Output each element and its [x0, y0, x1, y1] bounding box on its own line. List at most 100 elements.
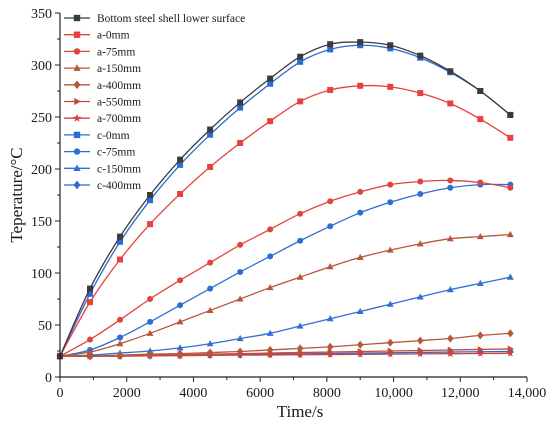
series-a-0mm-point: [267, 118, 274, 125]
series-a-400mm-point: [296, 344, 304, 353]
series-a-75mm-point: [507, 184, 514, 191]
series-a-0mm-point: [207, 163, 214, 170]
series-bottom-steel-shell-lower-surface-point: [87, 285, 94, 292]
series-bottom-steel-shell-lower-surface-point: [297, 53, 304, 60]
series-a-75mm-point: [207, 259, 214, 266]
series-a-0mm-point: [237, 140, 244, 146]
series-a-700mm-point: [446, 349, 455, 357]
legend-marker: [73, 48, 81, 55]
x-tick-label: 12,000: [441, 386, 480, 401]
x-tick-label: 4000: [179, 386, 207, 401]
legend-label: a-550mm: [97, 97, 141, 109]
series-bottom-steel-shell-lower-surface-point: [237, 99, 244, 106]
series-a-0mm-line: [59, 84, 511, 357]
series-a-400mm-line: [59, 332, 511, 357]
series-a-700mm-point: [326, 350, 335, 358]
x-tick-label: 8000: [313, 386, 341, 401]
legend-entry: c-400mm: [64, 180, 141, 192]
y-tick-label: 150: [31, 215, 52, 230]
series-a-150mm-point: [176, 318, 184, 325]
legend-entry: a-400mm: [64, 80, 141, 92]
legend-marker: [74, 97, 81, 106]
series-a-400mm-point: [507, 329, 514, 338]
legend-entry: Bottom steel shell lower surface: [64, 13, 245, 25]
legend-label: c-400mm: [97, 180, 141, 192]
series-c-0mm-point: [237, 104, 244, 111]
series-a-400mm-point: [206, 348, 214, 357]
series-a-75mm-point: [237, 241, 244, 248]
series-a-150mm-point: [446, 235, 454, 242]
legend-entry: a-550mm: [64, 97, 141, 109]
series-a-0mm-point: [87, 299, 94, 306]
series-c-150mm-line: [59, 276, 511, 357]
series-c-75mm-point: [177, 302, 184, 309]
series-a-150mm-point: [206, 306, 214, 313]
series-a-0mm-point: [357, 82, 364, 89]
series-a-0mm-point: [417, 90, 424, 97]
series-a-400mm-point: [176, 349, 184, 358]
series-a-75mm-point: [147, 296, 154, 302]
series-a-700mm-point: [356, 350, 365, 358]
x-tick-label: 6000: [246, 386, 274, 401]
legend-label: a-700mm: [97, 113, 141, 125]
series-a-400mm-point: [386, 338, 394, 347]
series-a-550mm-line: [59, 348, 511, 357]
series-a-150mm-point: [146, 329, 154, 336]
series-a-75mm-line: [59, 179, 511, 357]
series-c-75mm-point: [117, 334, 124, 341]
legend-entry: c-150mm: [64, 163, 141, 175]
series-a-400mm-point: [146, 350, 154, 359]
series-a-550mm-point: [357, 348, 364, 355]
series-c-75mm-point: [357, 209, 364, 216]
series-c-150mm-point: [206, 340, 214, 347]
series-a-75mm-point: [267, 226, 274, 233]
legend-entry: c-75mm: [64, 147, 135, 159]
series-bottom-steel-shell-lower-surface-point: [387, 42, 394, 49]
series-bottom-steel-shell-lower-surface-point: [207, 126, 214, 133]
x-tick-label: 10,000: [374, 386, 413, 401]
series-a-75mm-point: [177, 277, 184, 284]
legend-label: c-75mm: [97, 147, 135, 159]
y-tick-label: 200: [31, 163, 52, 178]
series-c-0mm-point: [327, 46, 334, 53]
legend-marker: [73, 180, 81, 190]
legend-marker: [73, 14, 81, 22]
series-a-400mm: [56, 329, 514, 361]
y-tick-label: 50: [38, 319, 52, 334]
series-a-550mm-point: [387, 347, 394, 355]
series-c-75mm-point: [207, 285, 214, 292]
series-c-75mm-line: [59, 183, 511, 357]
series-c-0mm-point: [87, 290, 94, 297]
series-bottom-steel-shell-lower-surface-point: [477, 88, 484, 94]
legend-label: a-0mm: [97, 30, 130, 42]
series-c-75mm-point: [267, 253, 274, 260]
series-c-150mm-point: [266, 329, 274, 336]
series-bottom-steel-shell-lower-surface-point: [417, 52, 424, 59]
series-c-150mm-point: [236, 334, 244, 342]
series-c-0mm-point: [267, 80, 274, 87]
series-a-0mm-point: [477, 116, 484, 123]
legend-marker: [73, 148, 81, 155]
series-bottom-steel-shell-lower-surface-point: [327, 41, 334, 48]
legend-label: a-75mm: [97, 46, 135, 58]
x-tick-label: 14,000: [508, 386, 547, 401]
series-c-75mm-point: [237, 268, 244, 275]
series-a-700mm-point: [506, 349, 515, 357]
series-a-700mm-point: [416, 349, 425, 358]
series-a-75mm-point: [87, 336, 94, 343]
series-a-150mm-point: [326, 263, 334, 270]
series-c-75mm-point: [297, 237, 304, 244]
series-a-75mm-point: [357, 188, 364, 195]
series-a-75mm-point: [327, 198, 334, 205]
series-c-0mm-point: [117, 238, 124, 245]
series-a-150mm-point: [266, 283, 274, 291]
legend-entry: a-700mm: [64, 113, 141, 125]
series-a-0mm-point: [177, 190, 184, 197]
series-a-150mm-point: [296, 273, 304, 280]
series-c-0mm-point: [147, 197, 154, 204]
series-c-0mm-point: [177, 161, 184, 168]
series-a-400mm-point: [416, 336, 424, 345]
series-bottom-steel-shell-lower-surface: [57, 39, 514, 360]
legend-marker: [73, 131, 81, 139]
